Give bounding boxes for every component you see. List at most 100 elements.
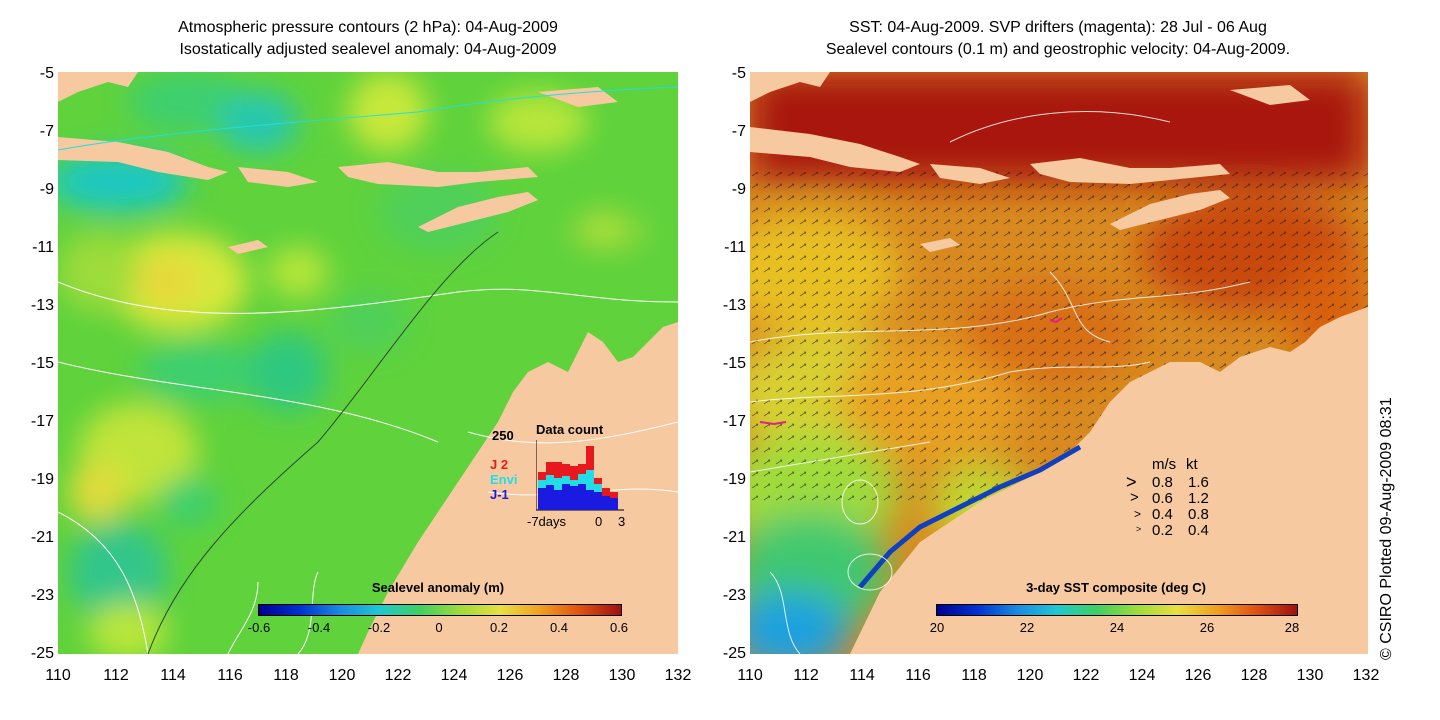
- left-title-line2: Isostatically adjusted sealevel anomaly:…: [179, 41, 557, 58]
- right-x-tick: 118: [961, 667, 987, 684]
- left-y-tick: -5: [39, 65, 54, 82]
- left-colorbar-tick: 0.2: [489, 620, 509, 635]
- left-colorbar: [258, 604, 622, 616]
- right-y-tick: -11: [724, 239, 746, 256]
- left-y-tick: -25: [30, 645, 54, 662]
- right-y-tick: -15: [722, 355, 746, 372]
- right-y-tick: -25: [722, 645, 746, 662]
- left-colorbar-tick: -0.2: [367, 620, 391, 635]
- right-y-tick: -13: [722, 297, 746, 314]
- anomaly-field: [48, 72, 648, 662]
- velocity-legend-kt: 1.6: [1188, 474, 1209, 491]
- right-y-tick: -19: [722, 471, 746, 488]
- svp-drifter-track: [1049, 317, 1063, 324]
- java-island: [750, 127, 920, 172]
- shelf-break-contour: [147, 231, 499, 655]
- data-count-x-label: 0: [595, 514, 603, 529]
- sst-map: [720, 72, 1370, 672]
- data-count-title: Data count: [536, 422, 604, 437]
- sulawesi-landmass: [58, 72, 138, 102]
- right-colorbar: [936, 604, 1298, 616]
- bali-lombok-island: [930, 164, 1010, 184]
- velocity-arrow-glyph: >: [1126, 472, 1137, 492]
- right-x-tick: 122: [1072, 667, 1100, 684]
- left-y-tick: -19: [30, 471, 54, 488]
- sealevel-anomaly-map: [48, 72, 679, 662]
- right-x-tick: 114: [849, 667, 875, 684]
- left-title-line1: Atmospheric pressure contours (2 hPa): 0…: [178, 19, 558, 36]
- sealevel-contours: [749, 111, 1251, 655]
- left-y-tick: -13: [30, 297, 54, 314]
- right-x-tick: 132: [1352, 667, 1380, 684]
- left-y-tick: -15: [30, 355, 54, 372]
- right-x-tick: 128: [1240, 667, 1268, 684]
- australia-landmass: [850, 307, 1368, 654]
- legend-j2: J 2: [490, 457, 509, 472]
- left-x-tick: 132: [664, 667, 692, 684]
- right-colorbar-tick: 24: [1109, 620, 1125, 635]
- right-x-tick: 116: [905, 667, 931, 684]
- left-colorbar-title: Sealevel anomaly (m): [371, 580, 505, 595]
- bali-lombok-island: [238, 167, 318, 187]
- left-x-tick: 112: [103, 667, 129, 684]
- velocity-legend-header-kt: kt: [1186, 456, 1198, 473]
- sumba-island: [920, 238, 960, 252]
- sst-map-svg: [720, 72, 1370, 672]
- left-x-tick: 110: [45, 667, 71, 684]
- data-count-histogram: [536, 440, 624, 511]
- pressure-contour-cyan: [57, 86, 679, 151]
- plot-credit: © CSIRO Plotted 09-Aug-2009 08:31: [1378, 397, 1395, 660]
- velocity-legend-ms: 0.4: [1152, 506, 1173, 523]
- velocity-arrow-glyph: >: [1136, 524, 1142, 534]
- velocity-arrow-glyph: >: [1130, 489, 1139, 506]
- right-title-line1: SST: 04-Aug-2009. SVP drifters (magenta)…: [849, 19, 1267, 36]
- left-colorbar-tick: 0: [435, 620, 443, 635]
- left-colorbar-tick: -0.6: [247, 620, 271, 635]
- velocity-legend-kt: 1.2: [1188, 490, 1209, 507]
- right-x-tick: 112: [793, 667, 819, 684]
- svp-drifter-track: [759, 421, 787, 426]
- left-y-tick: -11: [32, 239, 54, 256]
- left-y-tick: -21: [30, 529, 54, 546]
- legend-j1: J-1: [490, 487, 509, 502]
- velocity-legend-header-ms: m/s: [1152, 456, 1177, 473]
- australia-landmass: [358, 322, 678, 654]
- right-x-tick: 124: [1128, 667, 1156, 684]
- pressure-contours: [57, 281, 679, 655]
- right-x-tick: 110: [737, 667, 763, 684]
- right-y-tick: -5: [731, 65, 746, 82]
- java-island: [58, 137, 228, 180]
- right-colorbar-tick: 20: [929, 620, 945, 635]
- left-x-tick: 124: [440, 667, 468, 684]
- legend-envi: Envi: [490, 472, 518, 487]
- right-colorbar-title: 3-day SST composite (deg C): [1026, 580, 1206, 595]
- velocity-legend-kt: 0.8: [1188, 506, 1209, 523]
- left-x-tick: 116: [217, 667, 243, 684]
- left-y-tick: -7: [39, 123, 54, 140]
- left-x-tick: 130: [608, 667, 636, 684]
- left-y-tick: -23: [30, 587, 54, 604]
- banda-islands: [538, 87, 618, 107]
- right-y-tick: -21: [722, 529, 746, 546]
- left-y-tick: -17: [30, 413, 54, 430]
- right-y-tick: -23: [722, 587, 746, 604]
- histogram-bars: [538, 446, 618, 510]
- sealevel-anomaly-map-svg: [48, 72, 679, 662]
- cold-coastal-band: [858, 444, 1082, 589]
- right-colorbar-tick: 22: [1019, 620, 1035, 635]
- left-x-tick: 126: [496, 667, 524, 684]
- velocity-arrow-glyph: >: [1134, 507, 1142, 521]
- left-colorbar-tick: -0.4: [307, 620, 331, 635]
- left-colorbar-tick: 0.6: [609, 620, 629, 635]
- left-x-tick: 122: [384, 667, 412, 684]
- right-title-line2: Sealevel contours (0.1 m) and geostrophi…: [825, 41, 1291, 58]
- sumba-island: [228, 240, 268, 254]
- left-x-tick: 120: [328, 667, 356, 684]
- right-y-tick: -17: [722, 413, 746, 430]
- left-colorbar-tick: 0.4: [549, 620, 569, 635]
- flores-island: [1030, 158, 1230, 184]
- left-y-tick: -9: [39, 181, 54, 198]
- data-count-ymax: 250: [492, 428, 514, 443]
- data-count-x-label: -7days: [527, 514, 567, 529]
- left-x-tick: 118: [273, 667, 299, 684]
